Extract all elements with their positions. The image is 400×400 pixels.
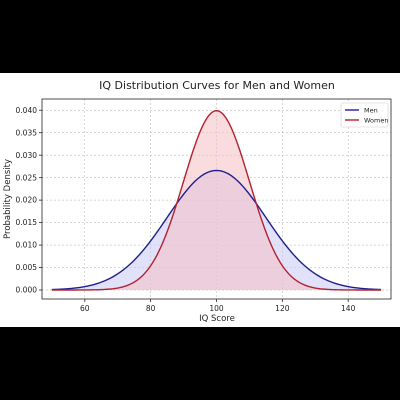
- x-tick-label: 60: [80, 304, 90, 313]
- legend-box: [340, 102, 389, 128]
- x-axis-label: IQ Score: [199, 314, 235, 324]
- y-tick-label: 0.030: [16, 151, 38, 160]
- x-tick-label: 120: [275, 304, 290, 313]
- x-ticks: 60 80 100 120 140: [80, 299, 356, 313]
- series-line-men: [51, 169, 382, 291]
- x-tick-label: 140: [341, 304, 356, 313]
- legend-label-women: Women: [364, 117, 388, 125]
- y-tick-label: 0.000: [16, 286, 38, 295]
- series-line-layer: [51, 109, 382, 291]
- series-line-women: [51, 109, 382, 291]
- legend: Men Women: [340, 102, 389, 128]
- y-tick-label: 0.025: [16, 173, 38, 182]
- x-tick-label: 100: [209, 304, 224, 313]
- area-fill-women: [51, 110, 382, 291]
- area-fill-layer: [51, 110, 382, 291]
- y-tick-label: 0.020: [16, 196, 38, 205]
- chart-title: IQ Distribution Curves for Men and Women: [99, 79, 335, 92]
- y-tick-label: 0.015: [16, 218, 38, 227]
- y-tick-label: 0.005: [16, 263, 38, 272]
- chart-svg: IQ Distribution Curves for Men and Women…: [3, 79, 392, 324]
- y-axis-label: Probability Density: [3, 159, 13, 239]
- legend-label-men: Men: [364, 107, 378, 115]
- y-tick-label: 0.040: [16, 106, 38, 115]
- y-tick-label: 0.010: [16, 241, 38, 250]
- y-ticks: 0.000 0.005 0.010 0.015 0.020 0.025 0.030 0.035…: [16, 106, 42, 295]
- chart-figure: IQ Distribution Curves for Men and Women…: [0, 73, 400, 327]
- x-tick-label: 80: [146, 304, 156, 313]
- y-tick-label: 0.035: [16, 128, 38, 137]
